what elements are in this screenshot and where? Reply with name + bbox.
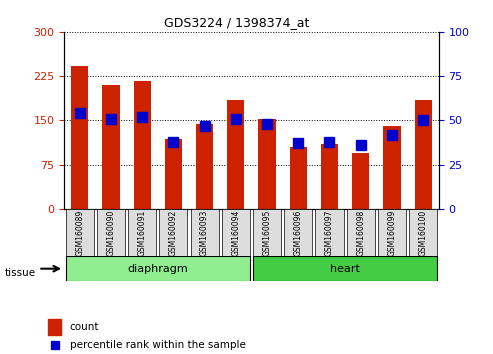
Text: count: count [70,322,99,332]
Bar [409,209,437,257]
Bar [290,147,307,209]
Bar [352,153,369,209]
Bar [71,66,88,209]
Text: GSM160089: GSM160089 [75,210,84,256]
Bar [258,119,276,209]
Bar [97,209,125,257]
Text: GSM160093: GSM160093 [200,210,209,256]
Bar [66,256,250,281]
Text: GSM160092: GSM160092 [169,210,178,256]
Text: GDS3224 / 1398374_at: GDS3224 / 1398374_at [164,16,309,29]
Bar [378,209,406,257]
Text: GSM160091: GSM160091 [138,210,146,256]
Bar [347,209,375,257]
Bar [190,209,218,257]
Bar [253,256,437,281]
Text: heart: heart [330,264,360,274]
Bar [321,144,338,209]
Text: GSM160099: GSM160099 [387,210,396,256]
Text: GSM160100: GSM160100 [419,210,427,256]
Bar [253,209,281,257]
Bar [48,319,61,335]
Bar [384,126,400,209]
Text: GSM160094: GSM160094 [231,210,240,256]
Text: GSM160090: GSM160090 [106,210,115,256]
Text: percentile rank within the sample: percentile rank within the sample [70,339,246,350]
Text: GSM160097: GSM160097 [325,210,334,256]
Bar [415,100,432,209]
Bar [66,209,94,257]
Text: diaphragm: diaphragm [127,264,188,274]
Text: GSM160095: GSM160095 [263,210,272,256]
Bar [134,81,151,209]
Bar [222,209,250,257]
Bar [159,209,187,257]
Bar [165,139,182,209]
Bar [227,100,245,209]
Bar [316,209,344,257]
Bar [284,209,313,257]
Text: GSM160098: GSM160098 [356,210,365,256]
Bar [128,209,156,257]
Text: tissue: tissue [5,268,36,278]
Text: GSM160096: GSM160096 [294,210,303,256]
Bar [196,125,213,209]
Bar [103,85,119,209]
